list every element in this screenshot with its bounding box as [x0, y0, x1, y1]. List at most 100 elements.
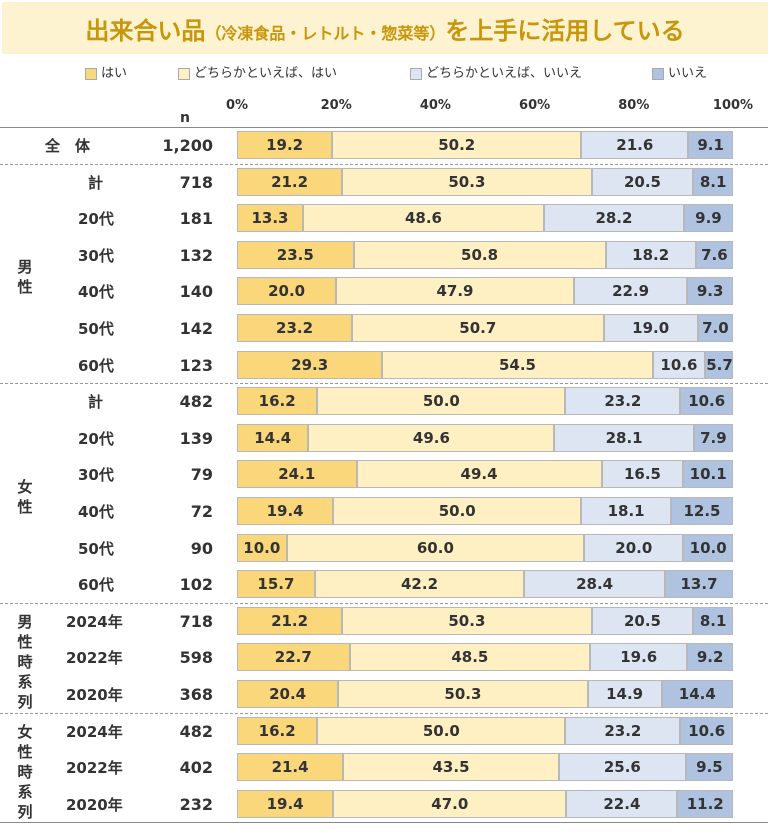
- bar-segment-yes: 20.4: [237, 680, 339, 708]
- row-label: 計: [88, 173, 104, 192]
- x-tick-label: 100%: [712, 98, 754, 113]
- group-label: 男性時系列: [17, 612, 33, 711]
- bar-segment-no: 11.2: [677, 789, 733, 818]
- bar-segment-somewhat-no: 19.6: [590, 643, 688, 672]
- row-n-value: 232: [179, 794, 213, 814]
- group-separator: [0, 822, 768, 824]
- bar-segment-no: 10.6: [680, 716, 733, 745]
- row-n-value: 718: [179, 611, 213, 631]
- x-tick-label: 40%: [419, 98, 451, 113]
- bar-segment-yes: 19.2: [237, 131, 333, 159]
- chart-title: 出来合い品（冷凍食品・レトルト・惣菜等）を上手に活用している: [85, 11, 684, 46]
- bar-segment-somewhat-no: 28.2: [544, 204, 684, 233]
- row-n-value: 718: [179, 172, 213, 192]
- bar-segment-yes: 20.0: [237, 277, 337, 306]
- bar-segment-yes: 19.4: [237, 789, 334, 818]
- legend-swatch-somewhat-no: [410, 67, 422, 80]
- row-n-value: 102: [179, 575, 213, 595]
- bar-segment-no: 13.7: [665, 570, 733, 599]
- legend-swatch-yes: [85, 67, 97, 80]
- bar-segment-no: 8.1: [693, 606, 733, 635]
- row-label: 2022年: [66, 649, 123, 668]
- group-separator: [0, 712, 768, 714]
- legend-item-somewhat-no: どちらかといえば、いいえ: [410, 66, 582, 82]
- bar-segment-somewhat-no: 20.5: [591, 167, 694, 196]
- bar-segment-somewhat-yes: 48.6: [302, 204, 544, 233]
- bar-segment-no: 10.1: [683, 460, 733, 489]
- row-n-value: 139: [179, 428, 213, 448]
- row-label: 2024年: [66, 722, 123, 741]
- legend-label-somewhat-yes: どちらかといえば、はい: [194, 66, 338, 81]
- bar-segment-somewhat-yes: 49.6: [308, 423, 555, 452]
- row-label: 2020年: [66, 795, 123, 814]
- bar-segment-no: 14.4: [661, 680, 733, 708]
- legend-swatch-somewhat-yes: [178, 67, 190, 80]
- x-tick-label: 0%: [225, 98, 249, 113]
- bar-segment-no: 9.2: [687, 643, 733, 672]
- bar-segment-yes: 16.2: [237, 387, 318, 416]
- row-n-value: 482: [179, 392, 213, 412]
- bar-segment-no: 9.1: [688, 131, 733, 159]
- bar-segment-no: 9.5: [685, 753, 733, 782]
- title-bar: 出来合い品（冷凍食品・レトルト・惣菜等）を上手に活用している: [2, 2, 768, 54]
- group-separator: [0, 163, 768, 165]
- row-label: 2020年: [66, 686, 123, 704]
- bar-segment-somewhat-yes: 50.0: [317, 716, 566, 745]
- bar-segment-yes: 29.3: [237, 350, 383, 379]
- row-label: 40代: [78, 503, 114, 521]
- bar-segment-somewhat-no: 28.1: [554, 423, 694, 452]
- bar-segment-somewhat-yes: 50.3: [342, 606, 592, 635]
- bar-segment-yes: 22.7: [237, 643, 350, 672]
- bar-segment-somewhat-yes: 50.8: [353, 240, 606, 269]
- legend-swatch-no: [652, 67, 664, 80]
- row-label: 30代: [78, 466, 114, 485]
- bar-segment-no: 10.0: [683, 533, 733, 562]
- legend-item-yes: はい: [85, 66, 127, 82]
- row-label: 20代: [78, 429, 114, 448]
- bar-segment-somewhat-no: 10.6: [652, 350, 706, 379]
- row-label: 40代: [78, 283, 114, 302]
- bar-segment-somewhat-no: 23.2: [565, 716, 681, 745]
- row-label: 50代: [78, 320, 114, 338]
- bar-segment-somewhat-no: 18.2: [605, 240, 696, 269]
- row-n-value: 90: [190, 538, 213, 558]
- bar-segment-somewhat-yes: 50.2: [332, 131, 582, 159]
- bar-segment-somewhat-no: 25.6: [558, 753, 686, 782]
- group-label: 女性時系列: [17, 722, 33, 821]
- legend-item-no: いいえ: [652, 66, 707, 82]
- bar-segment-yes: 23.5: [237, 240, 354, 269]
- bar-segment-yes: 16.2: [237, 716, 318, 745]
- bar-segment-yes: 19.4: [237, 497, 334, 525]
- bar-segment-somewhat-yes: 48.5: [349, 643, 591, 672]
- bar-segment-somewhat-yes: 50.7: [352, 314, 604, 342]
- legend-label-no: いいえ: [668, 66, 708, 81]
- row-n-value: 72: [190, 502, 213, 521]
- row-label: 60代: [78, 576, 114, 595]
- bar-segment-yes: 21.4: [237, 753, 344, 782]
- bar-segment-yes: 21.2: [237, 167, 343, 196]
- row-n-value: 140: [179, 282, 213, 302]
- bar-segment-somewhat-no: 21.6: [581, 131, 689, 159]
- group-separator: [0, 602, 768, 604]
- bar-segment-somewhat-yes: 60.0: [286, 533, 585, 562]
- row-n-value: 368: [179, 685, 213, 704]
- row-n-value: 79: [190, 465, 213, 485]
- bar-segment-no: 5.7: [705, 350, 733, 379]
- x-tick-label: 20%: [320, 98, 352, 113]
- bar-segment-somewhat-no: 20.0: [584, 533, 684, 562]
- bar-segment-yes: 21.2: [237, 606, 343, 635]
- bar-segment-no: 10.6: [680, 387, 733, 416]
- bar-segment-no: 9.3: [687, 277, 733, 306]
- title-parenthetical: （冷凍食品・レトルト・惣菜等）: [205, 24, 446, 43]
- bar-segment-no: 7.9: [693, 423, 733, 452]
- group-separator: [0, 127, 768, 128]
- row-label: 2022年: [66, 759, 123, 778]
- bar-segment-somewhat-yes: 42.2: [314, 570, 525, 599]
- row-n-value: 181: [179, 209, 213, 229]
- bar-segment-somewhat-no: 22.9: [573, 277, 688, 306]
- row-label: 20代: [78, 210, 114, 229]
- legend-item-somewhat-yes: どちらかといえば、はい: [178, 66, 337, 82]
- bar-segment-somewhat-no: 18.1: [581, 497, 671, 525]
- bar-segment-somewhat-no: 16.5: [601, 460, 684, 489]
